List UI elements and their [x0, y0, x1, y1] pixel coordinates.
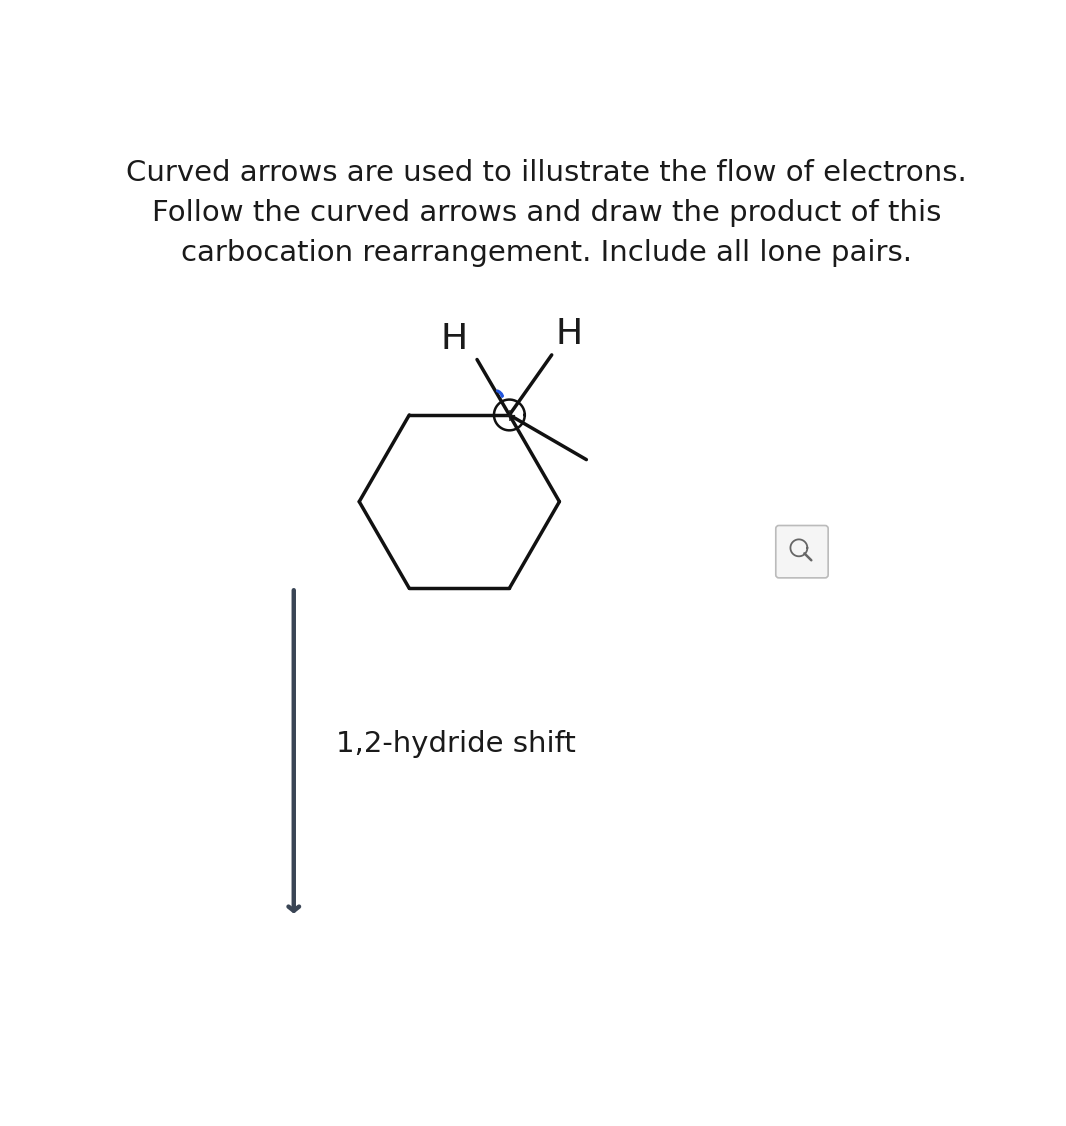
Text: +: + [502, 406, 516, 425]
Text: Curved arrows are used to illustrate the flow of electrons.: Curved arrows are used to illustrate the… [126, 159, 967, 187]
FancyArrowPatch shape [498, 391, 502, 396]
Text: H: H [555, 318, 583, 351]
Text: H: H [440, 322, 468, 356]
Text: carbocation rearrangement. Include all lone pairs.: carbocation rearrangement. Include all l… [181, 239, 911, 267]
Text: Follow the curved arrows and draw the product of this: Follow the curved arrows and draw the pr… [151, 199, 941, 227]
FancyBboxPatch shape [776, 526, 828, 578]
Text: 1,2-hydride shift: 1,2-hydride shift [336, 730, 576, 758]
